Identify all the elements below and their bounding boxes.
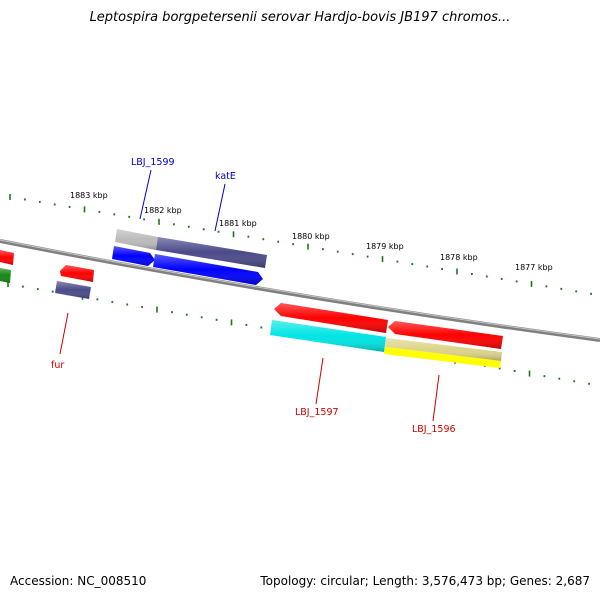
gene-feature-green-edge[interactable] xyxy=(0,268,11,283)
outer-scale-ring xyxy=(9,194,592,295)
leader-line-lbj1596 xyxy=(432,374,440,422)
scale-label-1877: 1877 kbp xyxy=(515,263,553,272)
gene-label-lbj1596[interactable]: LBJ_1596 xyxy=(412,424,456,435)
gene-feature-blue-long[interactable] xyxy=(153,254,263,285)
gene-feature-kate[interactable] xyxy=(156,237,267,268)
gene-feature-red-1[interactable] xyxy=(274,303,388,333)
gene-feature-gray[interactable] xyxy=(115,229,158,250)
gene-feature-fur[interactable] xyxy=(55,281,91,299)
leader-line-kate xyxy=(214,183,226,232)
leader-line-lbj1599 xyxy=(139,169,152,220)
accession-text: Accession: NC_008510 xyxy=(10,574,147,588)
gene-label-kate[interactable]: katE xyxy=(215,171,236,182)
gene-feature-lbj1596[interactable] xyxy=(384,347,501,368)
scale-label-1881: 1881 kbp xyxy=(219,219,257,228)
leader-line-fur xyxy=(59,312,69,355)
gene-feature-red-small[interactable] xyxy=(60,265,94,282)
scale-label-1882: 1882 kbp xyxy=(144,206,182,215)
scale-label-1879: 1879 kbp xyxy=(366,242,404,251)
gene-feature-blue-short[interactable] xyxy=(112,246,155,266)
gene-label-lbj1599[interactable]: LBJ_1599 xyxy=(131,157,175,168)
scale-label-1883: 1883 kbp xyxy=(70,191,108,200)
scale-label-1880: 1880 kbp xyxy=(292,232,330,241)
genome-stats-text: Topology: circular; Length: 3,576,473 bp… xyxy=(260,574,590,588)
gene-feature-khaki[interactable] xyxy=(385,338,502,361)
leader-line-lbj1597 xyxy=(315,357,324,405)
gene-feature-lbj1597[interactable] xyxy=(270,320,386,352)
gene-label-fur[interactable]: fur xyxy=(51,360,64,371)
gene-feature-red-2[interactable] xyxy=(388,321,503,349)
map-title: Leptospira borgpetersenii serovar Hardjo… xyxy=(89,10,511,25)
backbone-line xyxy=(0,239,600,342)
gene-label-lbj1597[interactable]: LBJ_1597 xyxy=(295,407,339,418)
gene-feature-red-edge[interactable] xyxy=(0,250,14,265)
scale-label-1878: 1878 kbp xyxy=(440,253,478,262)
